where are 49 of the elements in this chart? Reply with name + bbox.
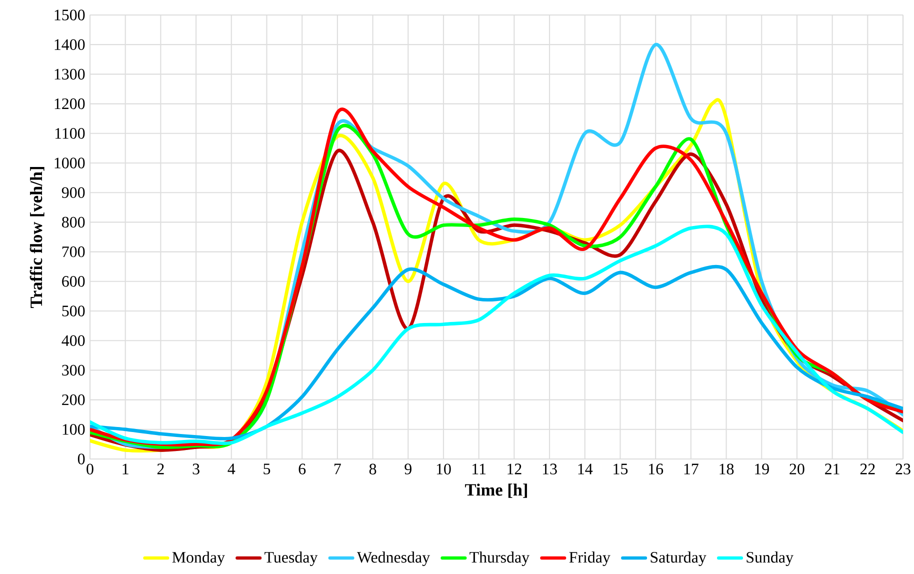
y-tick-label: 500 [62,306,85,316]
x-axis-title: Time [h] [465,484,527,498]
y-tick-label: 0 [78,454,85,464]
x-tick-label: 1 [122,464,128,474]
y-tick-label: 1200 [54,98,85,110]
x-tick-label: 15 [614,464,628,474]
x-tick-label: 12 [508,464,522,474]
x-tick-label: 18 [720,464,734,474]
x-tick-label: 9 [404,464,412,474]
y-tick-label: 1500 [54,10,85,20]
legend-label: Friday [569,551,610,566]
x-tick-label: 8 [369,464,376,474]
legend-label: Tuesday [264,551,318,566]
y-axis-title: Traffic flow [veh/h] [30,166,44,308]
x-tick-label: 16 [648,464,664,474]
x-tick-label: 14 [578,464,593,474]
x-tick-label: 20 [790,464,804,474]
x-tick-label: 22 [860,464,875,474]
y-tick-label: 1300 [54,68,85,80]
x-tick-label: 2 [157,464,164,474]
x-tick-label: 17 [684,464,698,474]
x-tick-label: 4 [228,464,236,474]
y-tick-label: 1400 [54,39,85,50]
x-tick-label: 13 [542,464,557,474]
legend-label: Sunday [746,551,794,566]
x-tick-label: 21 [825,464,840,474]
legend-label: Thursday [470,551,530,566]
legend-label: Wednesday [357,551,430,566]
y-tick-label: 600 [62,276,85,287]
y-tick-label: 1000 [54,158,85,168]
y-tick-label: 300 [62,364,85,376]
x-tick-label: 7 [334,464,341,474]
y-tick-label: 1100 [55,128,85,139]
y-tick-label: 200 [62,394,85,406]
x-tick-label: 0 [86,464,94,474]
x-tick-label: 19 [755,464,769,474]
y-tick-label: 100 [62,424,85,435]
y-tick-label: 800 [62,216,85,228]
x-tick-label: 11 [472,464,486,474]
x-tick-label: 10 [436,464,451,474]
x-tick-label: 3 [192,464,200,474]
x-tick-label: 5 [264,464,270,474]
y-tick-label: 900 [62,187,85,198]
legend-label: Saturday [650,551,706,566]
y-tick-label: 400 [62,335,85,346]
x-tick-label: 23 [896,464,910,474]
legend-label: Monday [172,551,225,566]
y-tick-label: 700 [62,246,85,258]
x-tick-label: 6 [298,464,306,474]
